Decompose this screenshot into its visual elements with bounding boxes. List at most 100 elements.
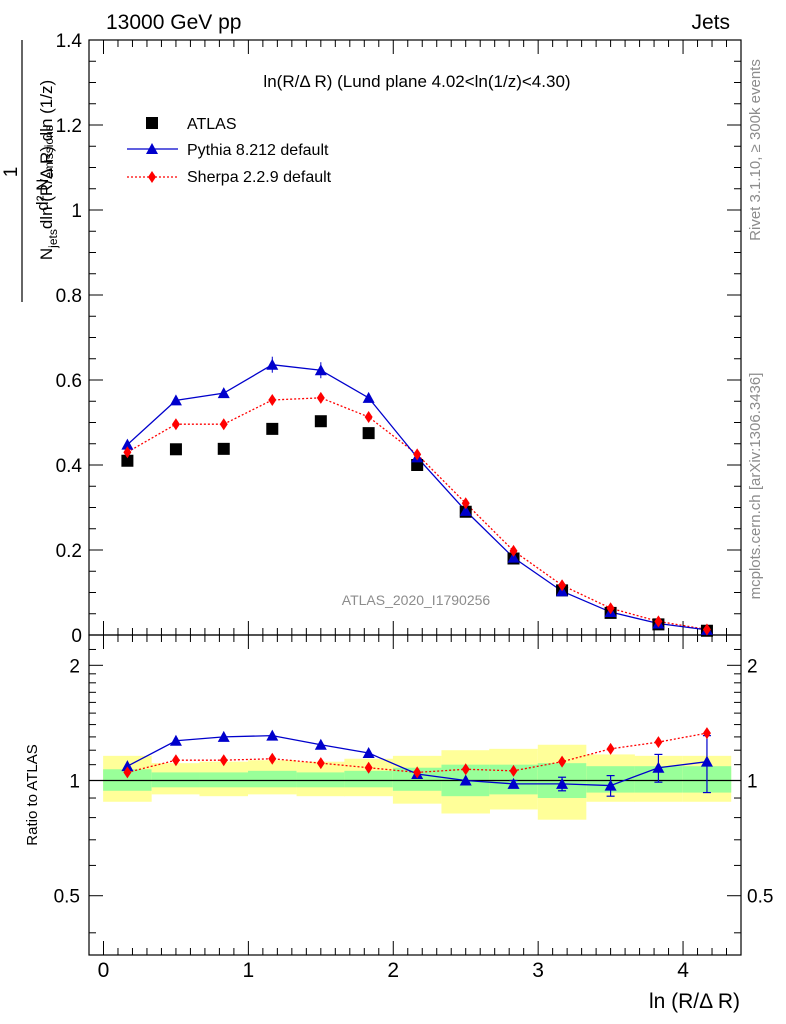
y-tick-label: 1.4 [56, 31, 83, 52]
ratio-y-tick-label-right: 0.5 [747, 887, 773, 908]
main-y-label-denominator: Njetsdln (R/Δ R) dln (1/z) [37, 80, 60, 260]
header-energy: 13000 GeV pp [106, 11, 241, 34]
pythia-point [217, 387, 230, 399]
ratio-pythia-point [217, 730, 230, 742]
ratio-sherpa-point [654, 736, 663, 749]
atlas-point [217, 442, 230, 455]
y-tick-label: 1.2 [56, 116, 82, 137]
ratio-sherpa-point [171, 754, 180, 767]
ratio-sherpa-point [702, 727, 711, 740]
atlas-point [121, 454, 134, 467]
sherpa-point [702, 623, 711, 636]
ratio-band-inner [151, 772, 201, 788]
ratio-band-inner [199, 772, 249, 788]
ratio-y-tick-label-right: 2 [747, 656, 758, 677]
y-tick-label: 0.8 [56, 286, 82, 307]
ratio-sherpa-point [413, 766, 422, 779]
sherpa-point [268, 393, 277, 406]
ratio-plot-frame [88, 634, 742, 956]
ratio-sherpa-point [364, 761, 373, 774]
legend-label-sherpa: Sherpa 2.2.9 default [187, 169, 332, 186]
ratio-pythia-point [700, 755, 713, 767]
ratio-sherpa-point [461, 763, 470, 776]
legend-marker-pythia [146, 143, 158, 154]
x-axis-label: ln (R/Δ R) [649, 990, 740, 1013]
y-tick-label: 0 [71, 626, 82, 647]
chart-title: ln(R/Δ R) (Lund plane 4.02<ln(1/z)<4.30) [263, 72, 570, 91]
legend-marker-sherpa [148, 171, 156, 183]
ratio-band-inner [296, 772, 346, 788]
atlas-point [362, 427, 375, 440]
sherpa-point [606, 602, 615, 615]
ratio-sherpa-point [123, 766, 132, 779]
ratio-pythia-point [652, 761, 665, 773]
ratio-y-label: Ratio to ATLAS [24, 744, 41, 845]
pythia-point [459, 504, 472, 516]
rivet-label: Rivet 3.1.10, ≥ 300k events [747, 59, 764, 241]
mcplots-label: mcplots.cern.ch [arXiv:1306.3436] [747, 373, 764, 600]
pythia-point [121, 438, 134, 450]
ratio-pythia-point [169, 734, 182, 746]
ratio-pythia-point [604, 779, 617, 791]
x-tick-label: 1 [243, 959, 255, 982]
ratio-sherpa-point [606, 742, 615, 755]
ratio-sherpa-point [268, 752, 277, 765]
legend-marker-atlas [146, 117, 158, 129]
main-frame: 0 0.2 0.4 0.6 0.8 1 1.2 1.4 [56, 31, 742, 955]
y-tick-label: 0.6 [56, 371, 82, 392]
ratio-pythia-point [507, 777, 520, 789]
ratio-series [121, 727, 713, 797]
header-jets: Jets [691, 11, 730, 34]
pythia-point [507, 551, 520, 563]
y-tick-label: 0.2 [56, 541, 82, 562]
y-tick-label: 1 [71, 201, 82, 222]
ratio-y-tick-label-right: 1 [747, 772, 758, 793]
ratio-y-tick-label: 0.5 [54, 887, 80, 908]
x-tick-label: 3 [532, 959, 544, 982]
atlas-point [169, 443, 182, 456]
ratio-pythia-point [314, 738, 327, 750]
main-series [121, 356, 713, 637]
ratio-bands [103, 744, 732, 820]
sherpa-point [413, 448, 422, 461]
sherpa-point [558, 579, 567, 592]
ratio-frame: 0 1 2 3 4 0.5 0.5 1 1 2 2 [54, 634, 773, 982]
ratio-pythia-point [362, 747, 375, 759]
ratio-sherpa-point [509, 764, 518, 777]
sherpa-point [654, 615, 663, 628]
pythia-line [126, 364, 708, 631]
sherpa-point [316, 391, 325, 404]
ratio-pythia-point [556, 777, 569, 789]
legend-label-atlas: ATLAS [187, 116, 237, 133]
ratio-band-inner [344, 770, 393, 788]
legend: ATLAS Pythia 8.212 default Sherpa 2.2.9 … [127, 116, 332, 186]
sherpa-point [171, 418, 180, 431]
atlas-point [314, 415, 327, 428]
ratio-y-tick-label: 1 [69, 772, 80, 793]
ratio-pythia-point [121, 760, 134, 772]
sherpa-point [509, 544, 518, 557]
ratio-sherpa-point [558, 755, 567, 768]
pythia-point [362, 391, 375, 403]
legend-label-pythia: Pythia 8.212 default [187, 142, 329, 159]
x-tick-label: 2 [387, 959, 399, 982]
ratio-sherpa-point [219, 754, 228, 767]
analysis-watermark: ATLAS_2020_I1790256 [342, 592, 491, 608]
ratio-sherpa-point [316, 757, 325, 770]
y-tick-label: 0.4 [56, 456, 83, 477]
ratio-y-tick-label: 2 [69, 656, 80, 677]
ratio-pythia-point [266, 729, 279, 741]
ratio-band-inner [248, 770, 297, 788]
ratio-pythia-point [459, 774, 472, 786]
pythia-point [169, 394, 182, 406]
x-tick-label: 4 [677, 959, 689, 982]
ratio-band-inner [392, 767, 442, 791]
atlas-point [266, 422, 279, 435]
sherpa-point [219, 418, 228, 431]
sherpa-point [123, 446, 132, 459]
sherpa-point [461, 497, 470, 510]
sherpa-point [364, 410, 373, 423]
x-tick-label: 0 [98, 959, 110, 982]
svg-text:1: 1 [1, 167, 22, 178]
